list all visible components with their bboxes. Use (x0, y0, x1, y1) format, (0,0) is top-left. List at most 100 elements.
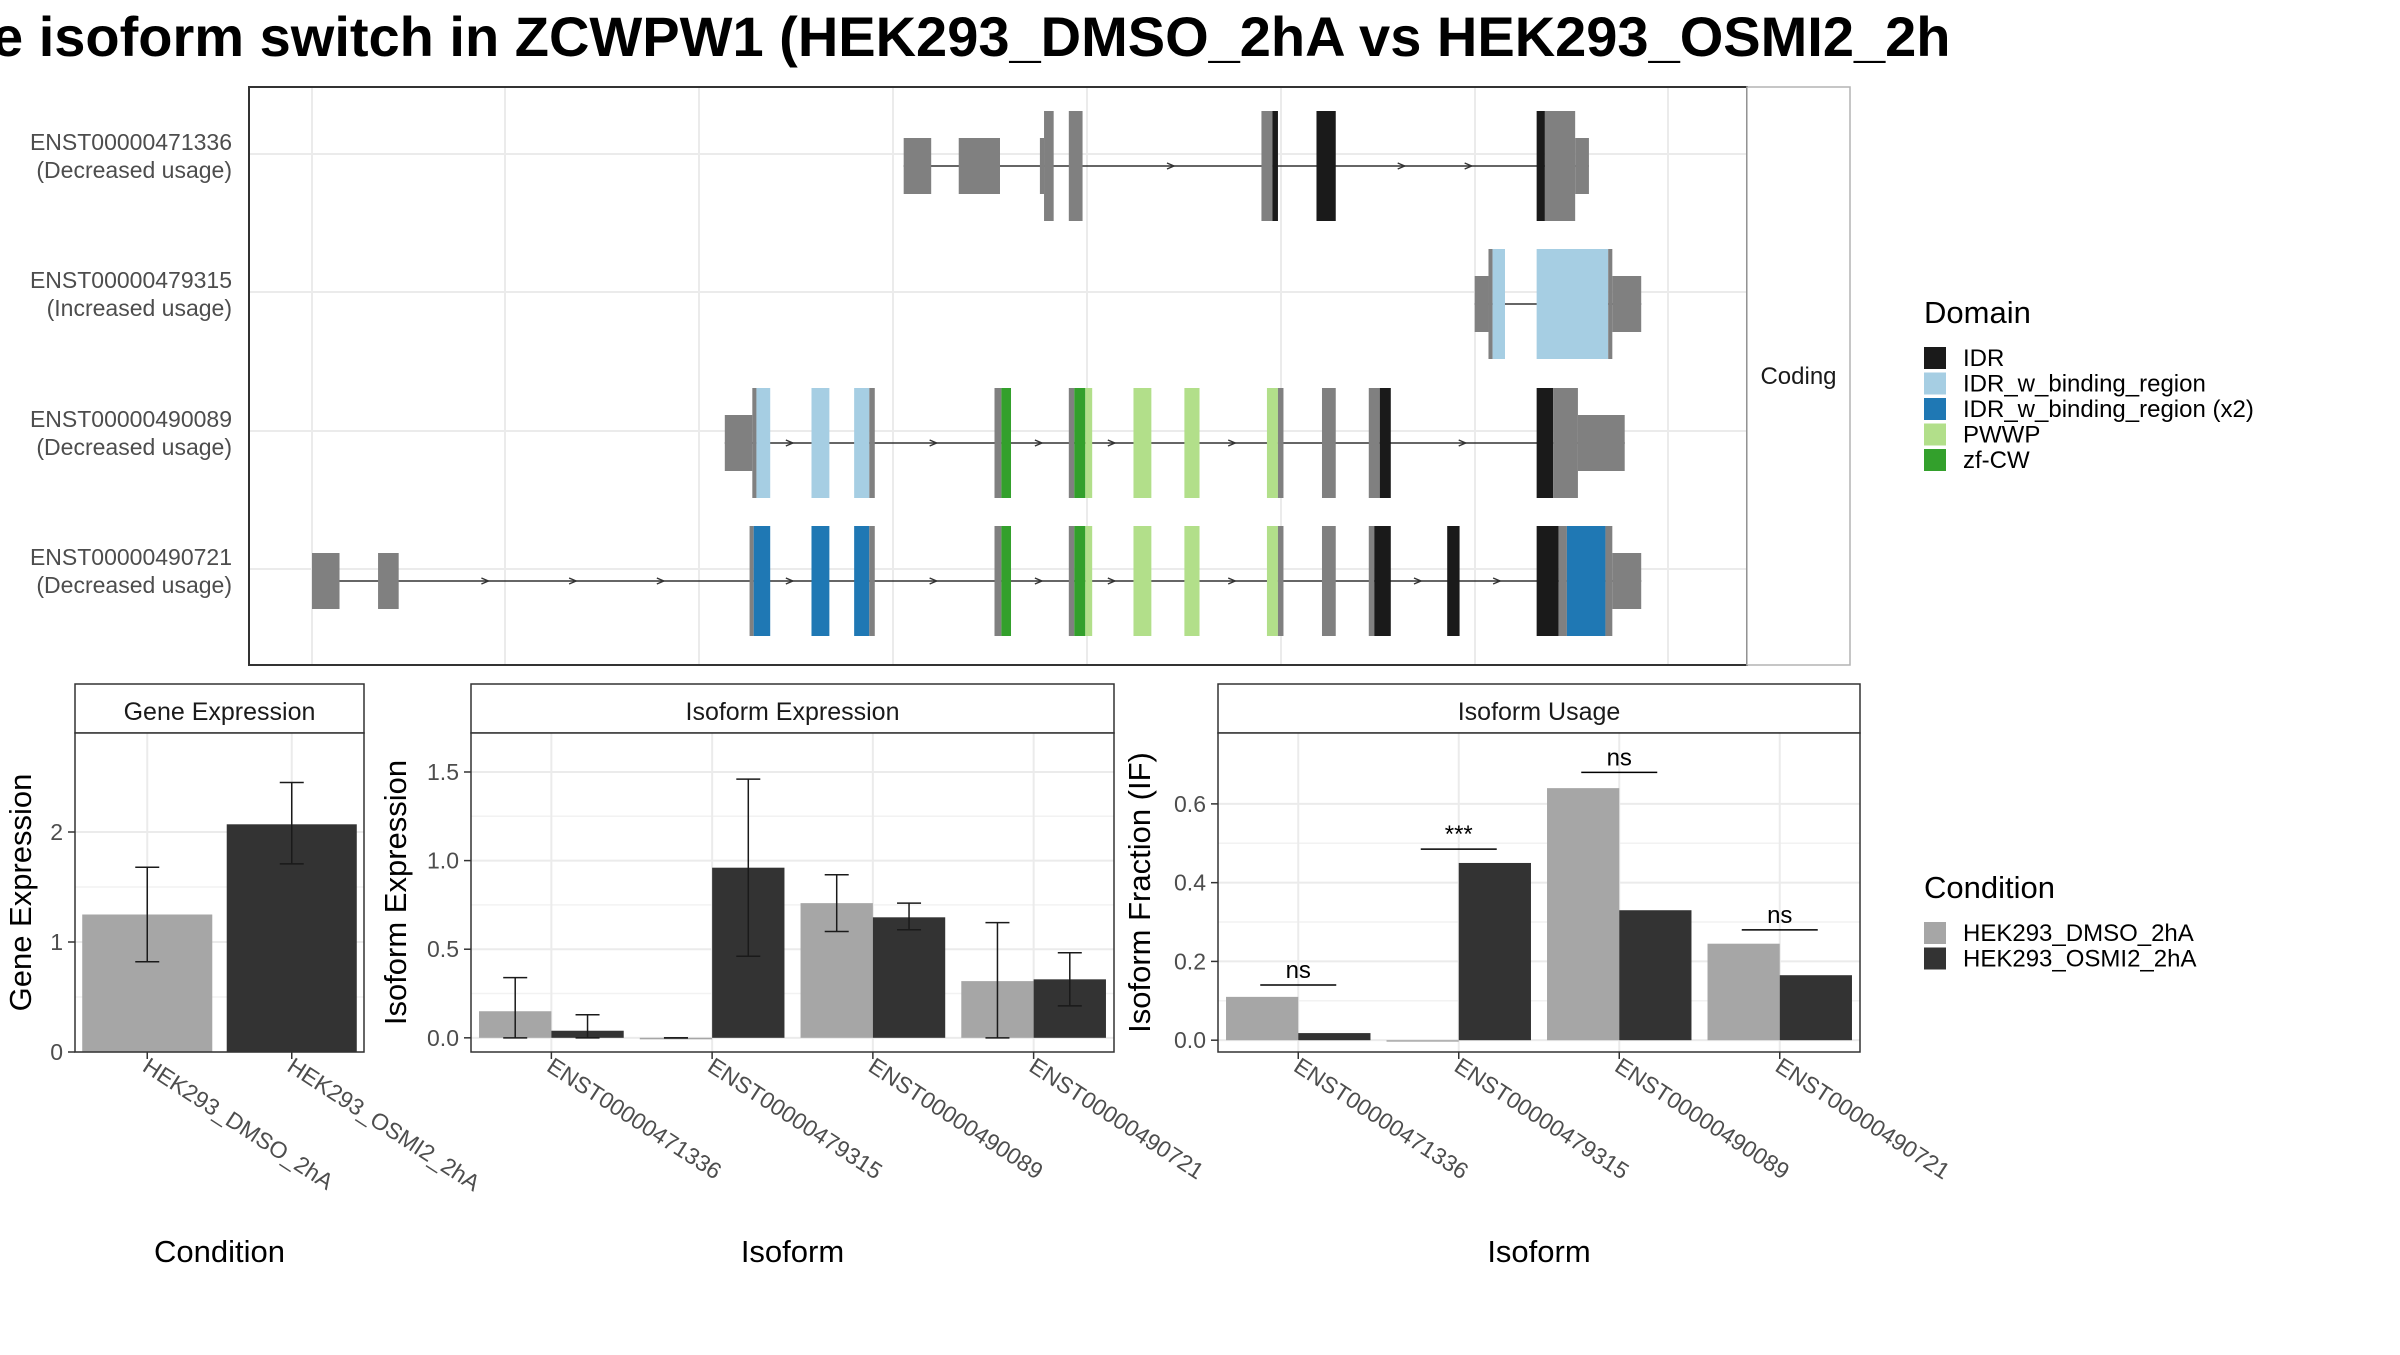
intron-arrow (1034, 577, 1044, 585)
y-axis-title: Isoform Expression (378, 760, 413, 1025)
domain-block-IDR_w_binding_region (1492, 249, 1505, 359)
domain-block-PWWP (1133, 526, 1152, 636)
domain-block-IDR_w_binding_region_x2 (811, 526, 830, 636)
x-tick-label: ENST00000479315 (1450, 1052, 1634, 1184)
exon-block (1474, 276, 1489, 332)
y-axis-title: Isoform Fraction (IF) (1122, 752, 1157, 1033)
domain-block-IDR (1447, 526, 1460, 636)
y-tick-label: 2 (50, 819, 63, 845)
transcript-ENST00000490089: ENST00000490089(Decreased usage) (30, 388, 1625, 498)
domain-block-IDR (1316, 111, 1336, 221)
domain-block-PWWP (1133, 388, 1152, 498)
domain-block-PWWP (1085, 388, 1093, 498)
x-axis-title: Condition (154, 1234, 285, 1269)
domain-block-PWWP (1266, 526, 1278, 636)
facet-strip (1746, 86, 1851, 666)
transcript-usage-label: (Decreased usage) (36, 434, 232, 460)
intron-arrow (929, 577, 939, 585)
bar (1458, 862, 1531, 1041)
intron-arrow (1397, 162, 1407, 170)
intron-arrow (1107, 439, 1117, 447)
domain-block-IDR (1379, 388, 1391, 498)
panel-gene-expression: Gene Expression012HEK293_DMSO_2hAHEK293_… (3, 683, 485, 1269)
legend-domain: Domain IDRIDR_w_binding_regionIDR_w_bindi… (1924, 295, 2254, 474)
intron-arrow (785, 439, 795, 447)
y-tick-label: 1 (50, 929, 63, 955)
y-axis-title: Gene Expression (3, 774, 38, 1012)
domain-block-IDR_w_binding_region (811, 388, 830, 498)
exon-block (1612, 553, 1642, 609)
x-tick-label: ENST00000479315 (703, 1052, 887, 1184)
legend-swatch (1924, 347, 1946, 369)
exon-block (1368, 388, 1380, 498)
exon-block (1575, 138, 1589, 194)
bar (1779, 975, 1852, 1041)
legend-title: Domain (1924, 295, 2031, 330)
y-tick-label: 0.0 (1174, 1027, 1206, 1053)
panel-border (1217, 732, 1861, 1053)
x-tick-label: ENST00000471336 (1290, 1052, 1474, 1184)
intron-arrow (1464, 162, 1474, 170)
x-tick-label: ENST00000490721 (1025, 1052, 1209, 1184)
domain-block-IDR_w_binding_region (1536, 249, 1609, 359)
transcript-usage-label: (Decreased usage) (36, 157, 232, 183)
y-tick-label: 0.2 (1174, 948, 1206, 974)
domain-block-zf-CW (1074, 526, 1086, 636)
exon-block (752, 388, 757, 498)
transcript-ENST00000471336: ENST00000471336(Decreased usage) (30, 111, 1589, 221)
exon-block (1044, 111, 1054, 221)
legend-label: IDR_w_binding_region (1963, 371, 2206, 398)
panel-isoform-expression: Isoform Expression 0.0 0.5 1.0 1.5 ENST000004… (378, 683, 1209, 1269)
y-tick-label: 1.0 (427, 848, 459, 874)
legend-label: IDR (1963, 345, 2004, 372)
exon-block (1277, 388, 1284, 498)
domain-block-zf-CW (1001, 526, 1012, 636)
intron-arrow (481, 577, 491, 585)
intron-arrow (1492, 577, 1502, 585)
domain-block-zf-CW (1074, 388, 1086, 498)
exon-block (378, 553, 399, 609)
x-tick-label: ENST00000490721 (1771, 1052, 1955, 1184)
domain-block-PWWP (1184, 526, 1200, 636)
domain-block-IDR_w_binding_region_x2 (1566, 526, 1606, 636)
legend-swatch (1924, 372, 1946, 395)
intron-arrow (1034, 439, 1044, 447)
y-tick-label: 1.5 (427, 759, 459, 785)
legend-title: Condition (1924, 870, 2055, 905)
legend-label: PWWP (1963, 422, 2040, 449)
panel-title: Isoform Expression (686, 698, 900, 726)
domain-block-PWWP (1266, 388, 1278, 498)
domain-block-IDR_w_binding_region (756, 388, 771, 498)
y-tick-label: 0.4 (1174, 870, 1206, 896)
bar (1619, 910, 1692, 1041)
domain-block-IDR_w_binding_region_x2 (753, 526, 771, 636)
transcript-id-label: ENST00000490089 (30, 406, 232, 432)
legend-swatch (1924, 423, 1946, 446)
intron-arrow (1107, 577, 1117, 585)
exon-block (1368, 526, 1375, 636)
exon-block (1488, 249, 1493, 359)
panel-title: Gene Expression (124, 698, 316, 726)
legend-swatch (1924, 922, 1946, 944)
domain-block-PWWP (1085, 526, 1093, 636)
exon-block (1553, 388, 1578, 498)
intron-arrow (1413, 577, 1423, 585)
intron-arrow (1227, 439, 1238, 447)
domain-block-IDR (1536, 388, 1554, 498)
transcript-id-label: ENST00000479315 (30, 267, 232, 293)
bar (1226, 996, 1299, 1041)
panel-title-strip (1217, 683, 1861, 734)
x-tick-label: ENST00000471336 (543, 1052, 727, 1184)
legend-label: zf-CW (1963, 447, 2030, 474)
transcript-id-label: ENST00000490721 (30, 544, 232, 570)
exon-block (1321, 526, 1336, 636)
legend-label: HEK293_DMSO_2hA (1963, 920, 2194, 947)
transcript-ENST00000479315: ENST00000479315(Increased usage) (30, 249, 1642, 359)
intron-arrow (785, 577, 795, 585)
panel-border (470, 732, 1115, 1053)
y-tick-label: 0.5 (427, 936, 459, 962)
exon-block (903, 138, 932, 194)
